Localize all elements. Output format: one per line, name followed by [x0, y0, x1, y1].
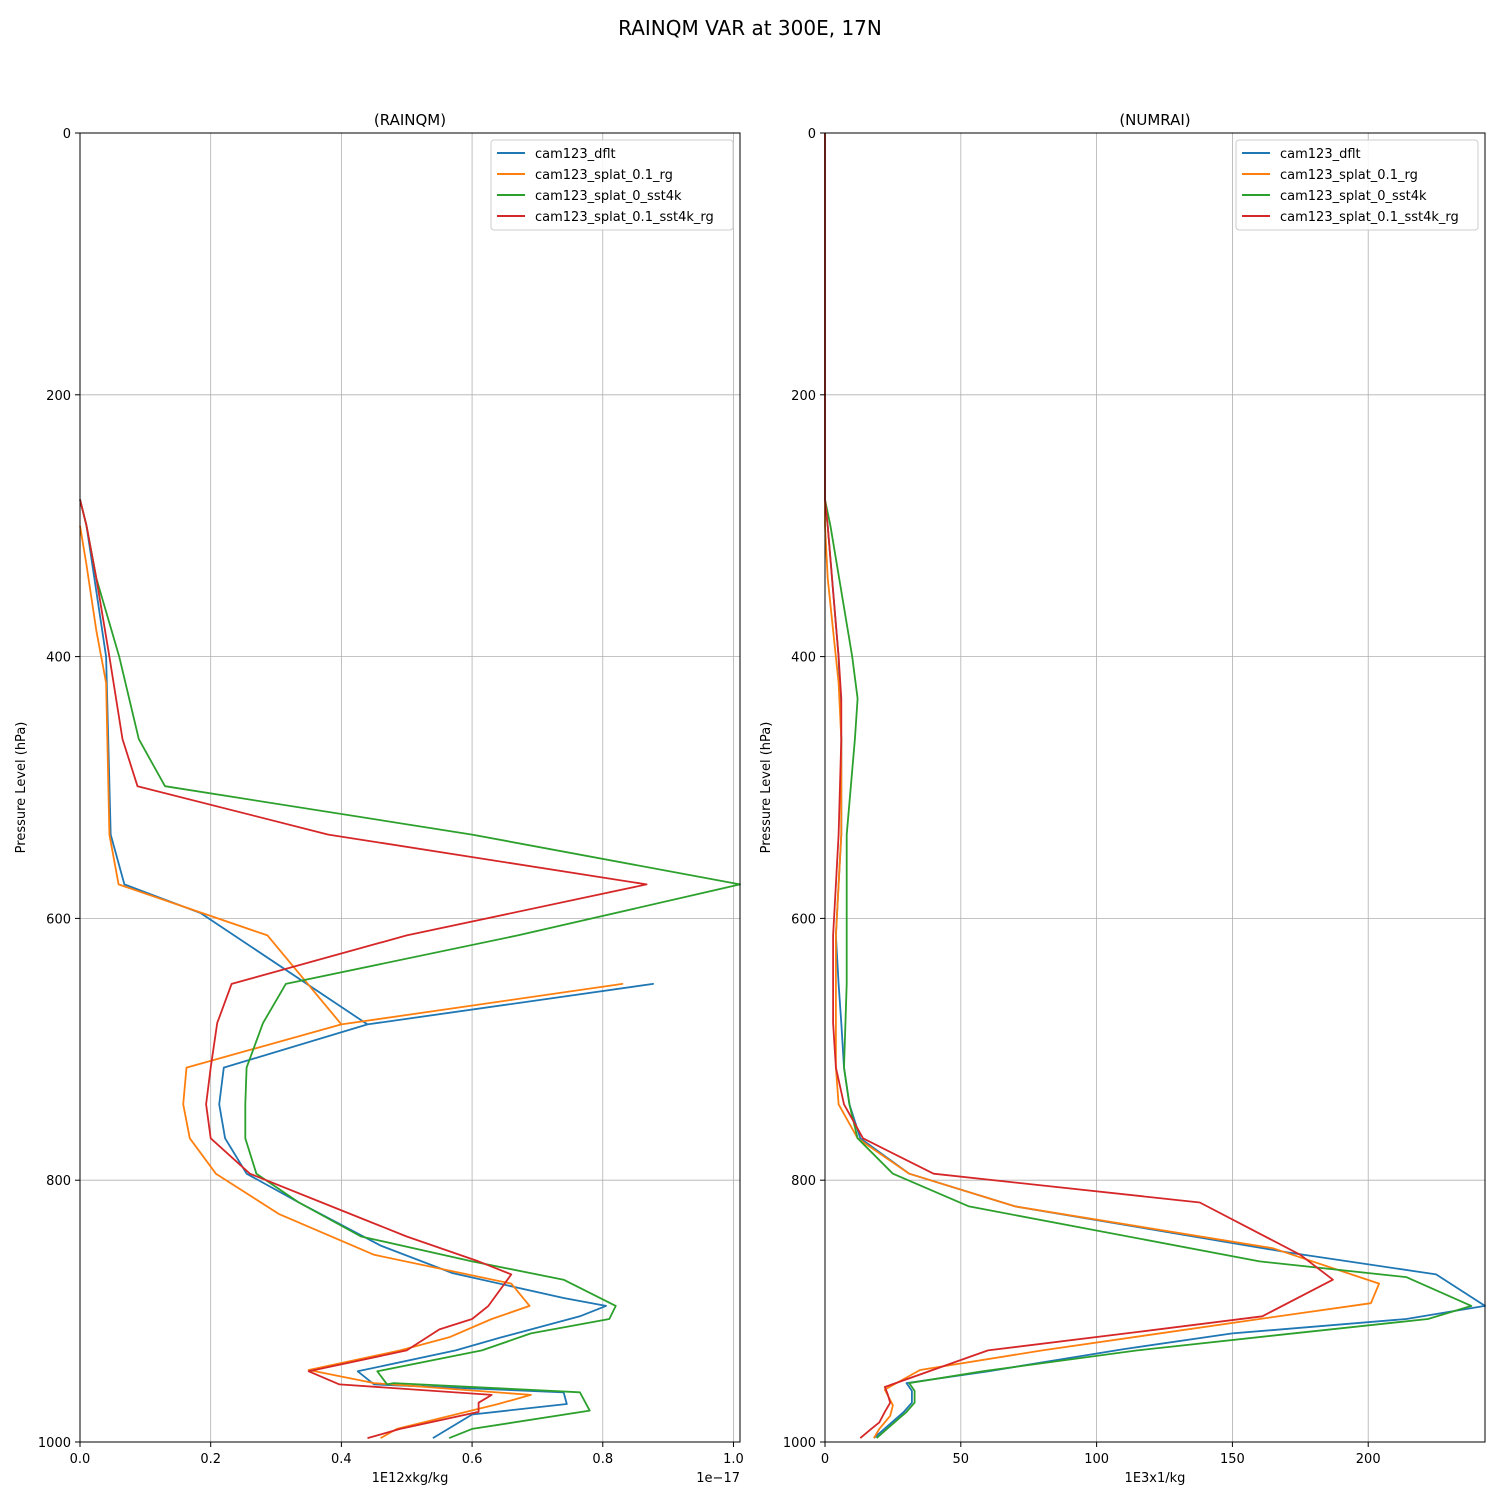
plot-frame [79, 132, 741, 1443]
legend-label: cam123_splat_0.1_sst4k_rg [1280, 210, 1459, 225]
y-tick-label: 800 [791, 1174, 816, 1189]
y-tick-label: 800 [46, 1174, 71, 1189]
x-tick-label: 200 [1356, 1452, 1381, 1467]
legend-label: cam123_dflt [1280, 147, 1361, 162]
legend-label: cam123_splat_0_sst4k [1280, 189, 1427, 204]
panel-title: (RAINQM) [374, 111, 446, 129]
series-line-3 [79, 499, 741, 1439]
y-axis-label: Pressure Level (hPa) [759, 722, 774, 854]
x-offset-label: 1e−17 [696, 1471, 740, 1486]
y-tick-label: 1000 [783, 1436, 816, 1451]
series-line-3 [824, 133, 1473, 1439]
x-tick-label: 50 [953, 1452, 970, 1467]
x-tick-label: 0.6 [462, 1452, 483, 1467]
x-tick-label: 100 [1084, 1452, 1109, 1467]
y-tick-label: 200 [791, 389, 816, 404]
legend: cam123_dflt cam123_splat_0.1_rg cam123_spl… [1235, 139, 1479, 231]
y-axis-label: Pressure Level (hPa) [14, 722, 29, 854]
legend-label: cam123_splat_0.1_rg [535, 168, 673, 183]
legend-label: cam123_dflt [535, 147, 616, 162]
y-tick-label: 400 [46, 651, 71, 666]
x-tick-label: 0.0 [70, 1452, 91, 1467]
panel-2: 0 50 100 150 200 0 200 400 600 800 1000 (NUMRAI) 1E3… [759, 111, 1486, 1486]
legend-label: cam123_splat_0.1_rg [1280, 168, 1418, 183]
panel-1: 0.0 0.2 0.4 0.6 0.8 1.0 0 200 400 600 800 1000 (RAIN… [14, 111, 744, 1486]
legend-box [1235, 139, 1479, 231]
series-line-1 [79, 499, 654, 1439]
y-tick-label: 600 [791, 912, 816, 927]
x-tick-label: 150 [1220, 1452, 1245, 1467]
y-tick-label: 1000 [38, 1436, 71, 1451]
y-tick-label: 0 [63, 127, 71, 142]
figure-title: RAINQM VAR at 300E, 17N [618, 16, 882, 40]
x-axis-label: 1E12xkg/kg [372, 1471, 449, 1486]
x-axis-label: 1E3x1/kg [1125, 1471, 1186, 1486]
series-line-2 [824, 133, 1380, 1439]
x-tick-label: 0 [821, 1452, 829, 1467]
y-tick-label: 200 [46, 389, 71, 404]
panel-title: (NUMRAI) [1119, 111, 1190, 129]
x-tick-label: 0.2 [200, 1452, 221, 1467]
y-tick-label: 600 [46, 912, 71, 927]
series-line-4 [79, 499, 648, 1439]
y-tick-label: 0 [808, 127, 816, 142]
y-tick-label: 400 [791, 651, 816, 666]
x-tick-label: 0.8 [592, 1452, 613, 1467]
x-tick-label: 1.0 [723, 1452, 744, 1467]
legend-box [490, 139, 734, 231]
legend-label: cam123_splat_0_sst4k [535, 189, 682, 204]
plot-frame [824, 132, 1486, 1443]
series-line-4 [824, 133, 1334, 1439]
legend: cam123_dflt cam123_splat_0.1_rg cam123_spl… [490, 139, 734, 231]
legend-label: cam123_splat_0.1_sst4k_rg [535, 210, 714, 225]
series-line-2 [79, 525, 624, 1439]
x-tick-label: 0.4 [331, 1452, 352, 1467]
